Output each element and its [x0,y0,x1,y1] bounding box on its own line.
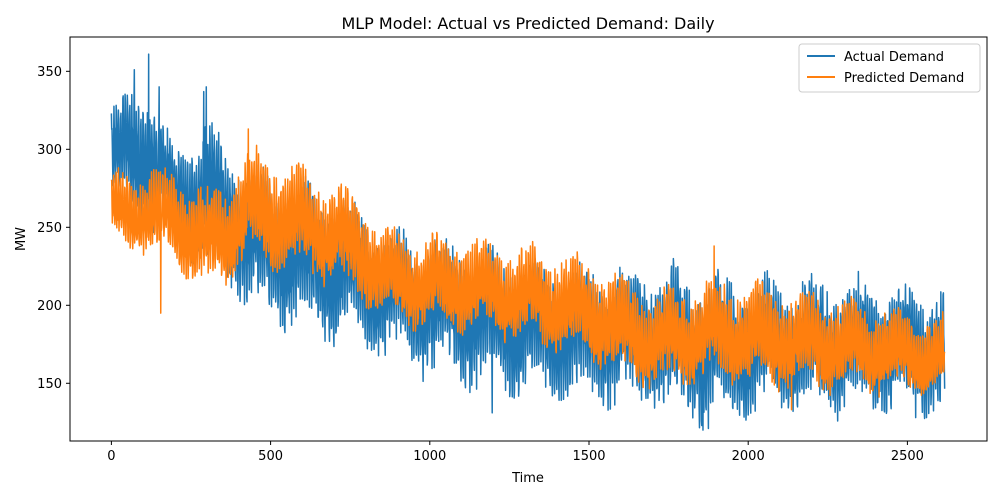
legend-label-actual: Actual Demand [844,50,944,65]
y-tick-label: 350 [37,65,62,80]
x-tick-label: 1000 [413,449,446,464]
y-tick-label: 200 [37,299,62,314]
x-tick-label: 1500 [572,449,605,464]
x-tick-label: 0 [107,449,115,464]
y-axis: 150 200 250 300 350 [37,65,70,392]
series-line-predicted [110,128,946,411]
x-axis-label: Time [511,471,544,486]
x-tick-label: 2000 [732,449,765,464]
x-axis: 0 500 1000 1500 2000 2500 [107,441,924,464]
plot-frame [69,36,988,442]
legend-box [798,43,981,93]
series-layer [110,53,946,431]
chart-title: MLP Model: Actual vs Predicted Demand: D… [341,14,714,33]
y-axis-label: MW [14,227,29,251]
legend-label-predicted: Predicted Demand [844,71,964,86]
y-tick-label: 150 [37,377,62,392]
y-tick-label: 250 [37,221,62,236]
legend: Actual Demand Predicted Demand [798,43,981,93]
y-tick-label: 300 [37,143,62,158]
x-tick-label: 2500 [891,449,924,464]
x-tick-label: 500 [258,449,283,464]
